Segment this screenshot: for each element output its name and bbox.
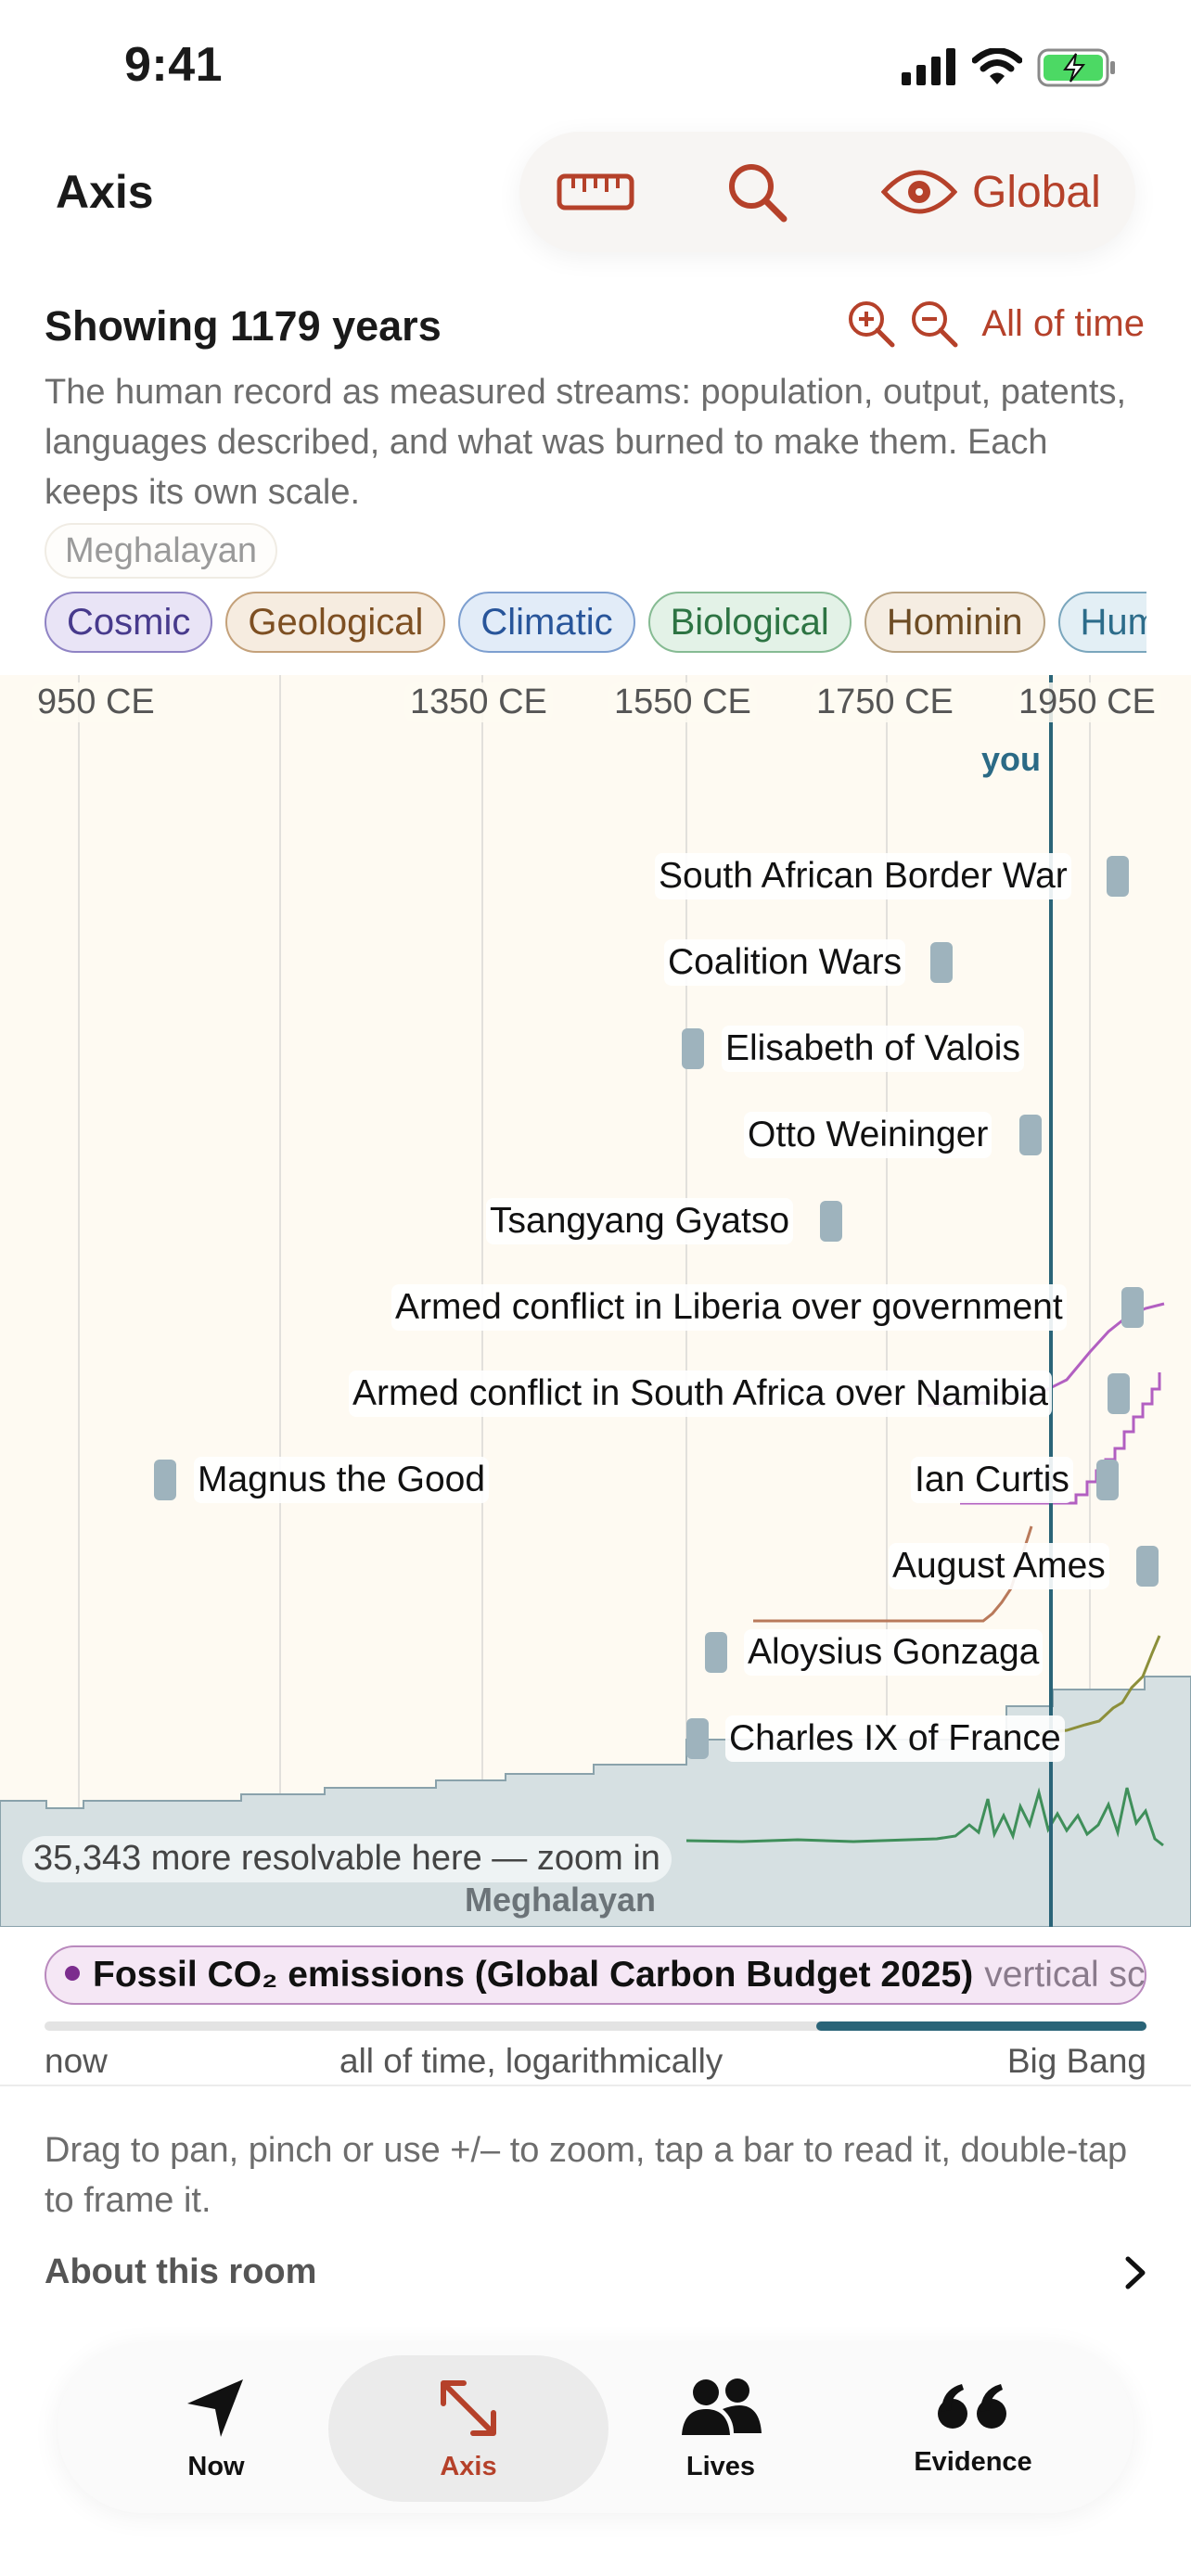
category-chip-hominin[interactable]: Hominin bbox=[864, 592, 1045, 653]
quote-icon bbox=[938, 2383, 1006, 2429]
stream-selector[interactable]: Fossil CO₂ emissions (Global Carbon Budg… bbox=[45, 1945, 1146, 2005]
event-marker[interactable] bbox=[1019, 1115, 1042, 1155]
category-chip-biological[interactable]: Biological bbox=[647, 592, 852, 653]
status-time: 9:41 bbox=[124, 38, 224, 92]
event-marker[interactable] bbox=[682, 1028, 704, 1069]
people-icon bbox=[682, 2378, 762, 2435]
scale-scrubber-position[interactable] bbox=[816, 2021, 1146, 2031]
expand-arrows-icon bbox=[441, 2379, 496, 2436]
tick-label: 1350 CE bbox=[404, 682, 553, 722]
tab-label: Evidence bbox=[914, 2446, 1032, 2477]
era-chip[interactable]: Meghalayan bbox=[45, 523, 278, 579]
resolvable-count-badge[interactable]: 35,343 more resolvable here — zoom in bbox=[22, 1836, 672, 1882]
category-chip-climatic[interactable]: Climatic bbox=[458, 592, 635, 653]
event-marker[interactable] bbox=[1136, 1546, 1159, 1587]
tick-label: 1550 CE bbox=[608, 682, 757, 722]
stream-name: Fossil CO₂ emissions (Global Carbon Budg… bbox=[93, 1955, 974, 1995]
battery-icon bbox=[1037, 48, 1115, 87]
stream-color-dot bbox=[65, 1966, 80, 1981]
category-chip-human[interactable]: Human bbox=[1057, 592, 1146, 653]
tab-axis[interactable]: Axis bbox=[328, 2355, 608, 2502]
event-marker[interactable] bbox=[1121, 1287, 1144, 1328]
app-title: Axis bbox=[56, 166, 154, 218]
event-label[interactable]: South African Border War bbox=[655, 853, 1071, 899]
gesture-hint: Drag to pan, pinch or use +/– to zoom, t… bbox=[45, 2131, 1128, 2220]
search-button[interactable] bbox=[725, 132, 788, 252]
search-icon bbox=[729, 164, 788, 223]
era-band-label: Meghalayan bbox=[464, 1881, 657, 1919]
event-label[interactable]: Charles IX of France bbox=[725, 1715, 1065, 1762]
biological-stream bbox=[685, 1787, 1164, 1847]
event-marker[interactable] bbox=[705, 1632, 727, 1673]
tab-evidence[interactable]: Evidence bbox=[833, 2355, 1113, 2502]
tab-lives[interactable]: Lives bbox=[581, 2355, 861, 2502]
scope-label: Global bbox=[972, 167, 1101, 217]
chevron-right-icon bbox=[1125, 2256, 1146, 2289]
tick-label: 1950 CE bbox=[1013, 682, 1161, 722]
event-marker[interactable] bbox=[154, 1460, 176, 1500]
status-bar: 9:41 bbox=[0, 0, 1191, 130]
scale-label-middle: all of time, logarithmically bbox=[339, 2042, 724, 2080]
event-label[interactable]: Elisabeth of Valois bbox=[722, 1026, 1024, 1072]
eye-icon bbox=[881, 170, 957, 214]
zoom-controls: All of time bbox=[846, 299, 1145, 349]
timeline-canvas[interactable]: 950 CE 1350 CE 1550 CE 1750 CE 1950 CE y… bbox=[0, 675, 1191, 1927]
about-room-row[interactable]: About this room bbox=[45, 2244, 1146, 2300]
event-marker[interactable] bbox=[686, 1718, 709, 1759]
event-label[interactable]: August Ames bbox=[889, 1543, 1109, 1589]
scale-label-big-bang: Big Bang bbox=[1006, 2042, 1146, 2080]
about-room-label: About this room bbox=[45, 2252, 317, 2291]
tick-label: 950 CE bbox=[32, 682, 160, 722]
stream-scale-mode: vertical scale bbox=[984, 1955, 1146, 1995]
event-label[interactable]: Armed conflict in Liberia over governmen… bbox=[391, 1284, 1067, 1331]
tab-bar: Now Axis Lives Evidence bbox=[58, 2344, 1133, 2513]
tab-label: Axis bbox=[440, 2451, 497, 2481]
event-marker[interactable] bbox=[1107, 856, 1129, 897]
tab-label: Now bbox=[187, 2451, 245, 2481]
toolbar: Global bbox=[519, 132, 1135, 252]
event-label[interactable]: Magnus the Good bbox=[194, 1457, 490, 1503]
ruler-icon bbox=[557, 173, 634, 210]
wifi-icon bbox=[972, 48, 1022, 84]
you-marker-label: you bbox=[981, 740, 1042, 778]
event-marker[interactable] bbox=[930, 942, 953, 983]
scale-scrubber-track[interactable] bbox=[45, 2021, 1146, 2031]
ruler-button[interactable] bbox=[557, 132, 634, 252]
event-label[interactable]: Ian Curtis bbox=[911, 1457, 1073, 1503]
category-chip-geological[interactable]: Geological bbox=[225, 592, 446, 653]
section-divider bbox=[0, 2085, 1191, 2086]
category-chips: Cosmic Geological Climatic Biological Homini… bbox=[45, 592, 1146, 657]
event-marker[interactable] bbox=[1108, 1373, 1130, 1414]
tick-label: 1750 CE bbox=[811, 682, 959, 722]
event-marker[interactable] bbox=[1096, 1460, 1119, 1500]
zoom-in-icon[interactable] bbox=[846, 299, 896, 349]
showing-span: Showing 1179 years bbox=[45, 302, 442, 350]
scope-toggle-button[interactable]: Global bbox=[881, 132, 1101, 252]
event-label[interactable]: Otto Weininger bbox=[744, 1112, 992, 1158]
tab-label: Lives bbox=[685, 2451, 756, 2481]
event-marker[interactable] bbox=[820, 1201, 842, 1242]
output-stream bbox=[1038, 1635, 1161, 1736]
navigation-arrow-icon bbox=[187, 2378, 243, 2437]
zoom-out-icon[interactable] bbox=[909, 299, 959, 349]
event-label[interactable]: Aloysius Gonzaga bbox=[744, 1629, 1044, 1676]
signal-icon bbox=[902, 48, 955, 85]
tab-now[interactable]: Now bbox=[76, 2355, 356, 2502]
event-label[interactable]: Coalition Wars bbox=[664, 939, 906, 986]
scale-label-now: now bbox=[45, 2042, 108, 2080]
all-of-time-button[interactable]: All of time bbox=[981, 302, 1145, 344]
event-label[interactable]: Armed conflict in South Africa over Nami… bbox=[349, 1371, 1052, 1417]
event-label[interactable]: Tsangyang Gyatso bbox=[486, 1198, 794, 1244]
room-description: The human record as measured streams: po… bbox=[45, 373, 1126, 512]
patents-stream bbox=[960, 1372, 1161, 1505]
category-chip-cosmic[interactable]: Cosmic bbox=[45, 592, 213, 653]
